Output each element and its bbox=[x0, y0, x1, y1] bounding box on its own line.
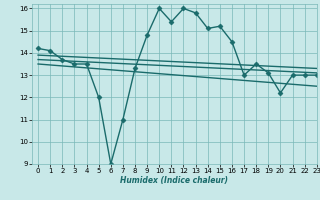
X-axis label: Humidex (Indice chaleur): Humidex (Indice chaleur) bbox=[120, 176, 228, 185]
